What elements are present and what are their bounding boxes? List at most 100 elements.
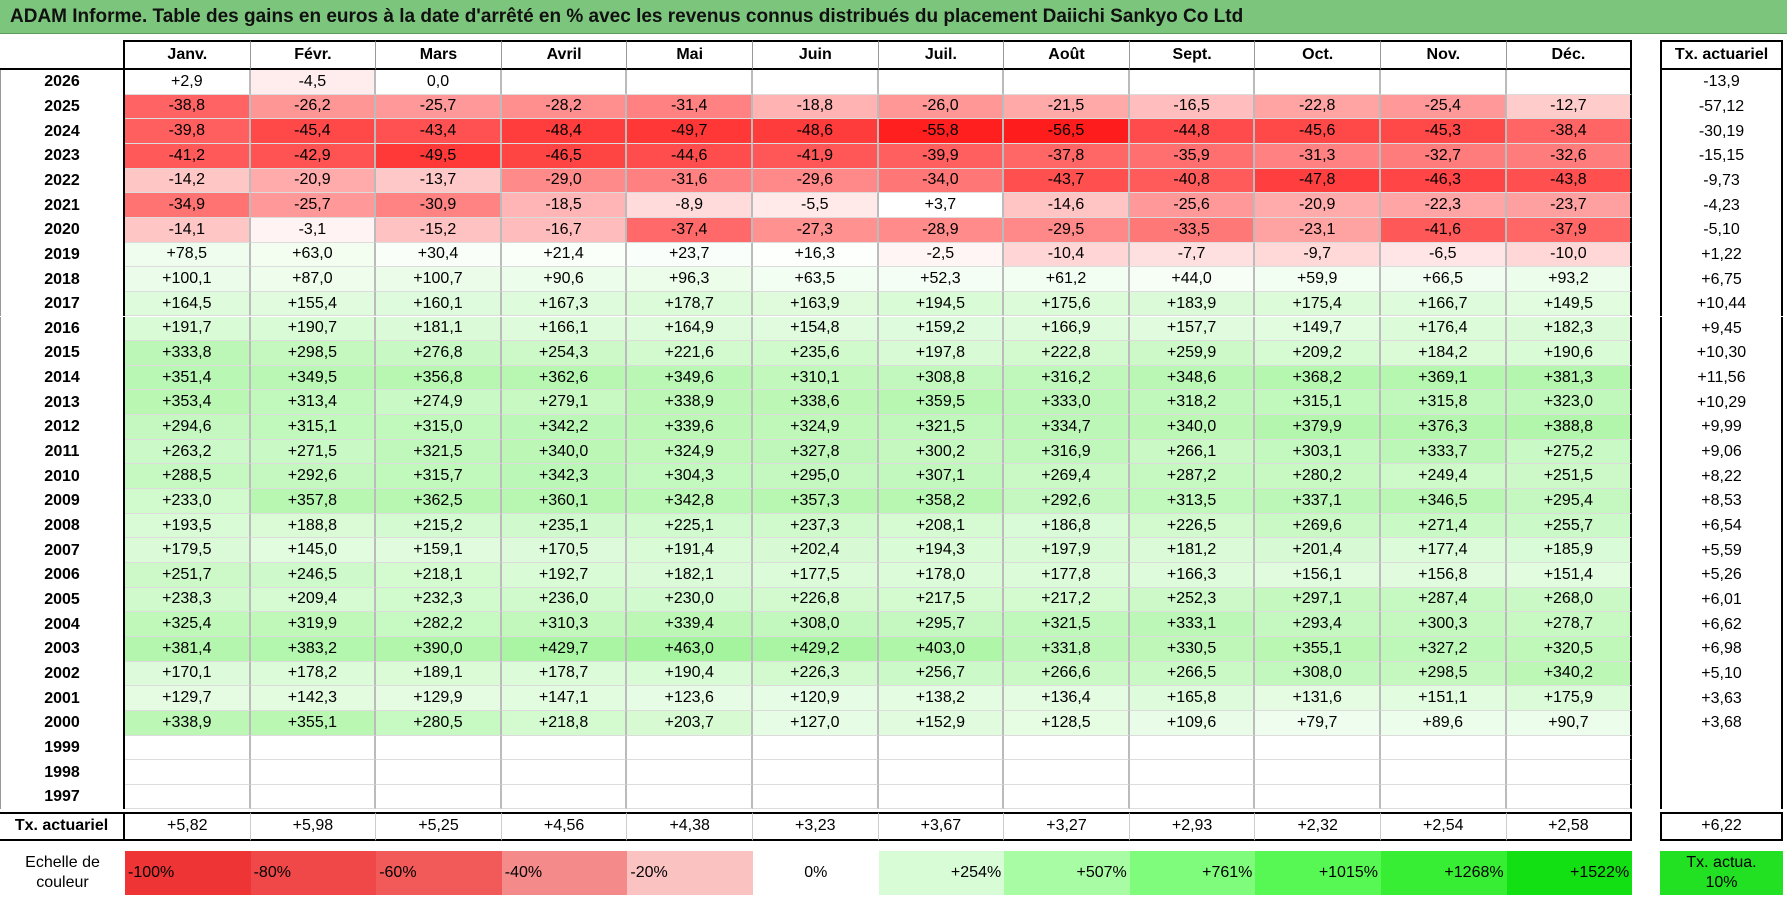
gain-cell: -13,7 <box>376 168 502 194</box>
gain-cell: +90,7 <box>1506 710 1633 736</box>
scale-step: +1268% <box>1381 850 1507 895</box>
gain-cell: +320,5 <box>1506 636 1633 662</box>
gain-cell: +333,0 <box>1004 390 1130 416</box>
gain-cell <box>1255 760 1381 785</box>
footer-cell: +3,23 <box>753 811 879 841</box>
gain-cell: -21,5 <box>1004 94 1130 120</box>
year-label: 2004 <box>0 612 125 637</box>
year-label: 2003 <box>0 636 125 662</box>
rate-cell: -57,12 <box>1660 94 1783 120</box>
gain-cell: +166,7 <box>1381 291 1507 317</box>
gain-cell: -16,5 <box>1129 94 1256 120</box>
gain-cell: +318,2 <box>1129 390 1256 416</box>
gain-cell <box>501 760 628 785</box>
footer-cell: +5,25 <box>376 811 502 841</box>
gain-cell <box>1129 784 1256 810</box>
gain-cell: +175,6 <box>1004 291 1130 317</box>
year-label: 2022 <box>0 168 125 194</box>
gain-cell: -45,6 <box>1255 119 1381 144</box>
gain-cell: +178,7 <box>627 291 753 317</box>
gain-cell: +269,4 <box>1004 464 1130 490</box>
scale-rate-label: Tx. actua. 10% <box>1660 850 1783 895</box>
gain-cell: +236,0 <box>501 587 628 613</box>
gain-cell: +190,7 <box>250 316 377 342</box>
gain-cell: -14,6 <box>1004 193 1130 218</box>
gain-cell: +177,8 <box>1004 563 1130 588</box>
gain-cell: +256,7 <box>878 661 1005 687</box>
gain-cell <box>878 784 1005 810</box>
gain-cell <box>376 760 502 785</box>
gain-cell: -31,4 <box>627 94 753 120</box>
gain-cell: -30,9 <box>376 193 502 218</box>
gain-cell: +218,8 <box>501 710 628 736</box>
gain-cell: +197,8 <box>878 341 1005 366</box>
rate-cell: +5,10 <box>1660 661 1783 687</box>
gain-cell: -48,4 <box>501 119 628 144</box>
gain-cell: +209,4 <box>250 587 377 613</box>
gain-cell: -4,5 <box>250 70 377 95</box>
gain-cell: -18,8 <box>753 94 879 120</box>
gain-cell: +362,6 <box>501 365 628 391</box>
gain-cell: +166,9 <box>1004 316 1130 342</box>
gain-cell: +182,1 <box>627 563 753 588</box>
gain-cell: +351,4 <box>125 365 251 391</box>
gain-cell: +230,0 <box>627 587 753 613</box>
gain-cell <box>627 735 753 761</box>
year-label: 1999 <box>0 735 125 761</box>
gain-cell: +355,1 <box>1255 636 1381 662</box>
gain-cell: +271,5 <box>250 439 377 465</box>
rate-cell: +8,22 <box>1660 464 1783 490</box>
rate-cell <box>1660 735 1783 761</box>
gain-cell: -23,1 <box>1255 217 1381 243</box>
rate-cell: +10,44 <box>1660 291 1783 317</box>
gain-cell: +381,4 <box>125 636 251 662</box>
year-label: 2006 <box>0 563 125 588</box>
gain-cell: +263,2 <box>125 439 251 465</box>
gain-cell: +353,4 <box>125 390 251 416</box>
gain-cell <box>1129 760 1256 785</box>
year-label: 2010 <box>0 464 125 490</box>
month-header: Déc. <box>1506 40 1633 70</box>
gain-cell: +232,3 <box>376 587 502 613</box>
year-label: 2001 <box>0 686 125 711</box>
year-label: 2000 <box>0 710 125 736</box>
gain-cell: +338,6 <box>753 390 879 416</box>
gain-cell: +179,5 <box>125 538 251 563</box>
gain-cell: +298,5 <box>250 341 377 366</box>
gain-cell: -32,7 <box>1381 143 1507 169</box>
gain-cell: +66,5 <box>1381 267 1507 292</box>
year-label: 1998 <box>0 760 125 785</box>
gain-cell: -45,4 <box>250 119 377 144</box>
gain-cell: +154,8 <box>753 316 879 342</box>
month-header: Oct. <box>1255 40 1381 70</box>
gain-cell: -20,9 <box>250 168 377 194</box>
gain-cell: +271,4 <box>1381 513 1507 539</box>
gain-cell <box>1506 784 1633 810</box>
gain-cell: +178,7 <box>501 661 628 687</box>
gain-cell <box>878 760 1005 785</box>
gain-cell: +315,7 <box>376 464 502 490</box>
gain-cell: +269,6 <box>1255 513 1381 539</box>
gain-cell <box>1381 784 1507 810</box>
gain-cell: +276,8 <box>376 341 502 366</box>
gain-cell: +357,8 <box>250 489 377 514</box>
gain-cell: +368,2 <box>1255 365 1381 391</box>
gain-cell: +181,1 <box>376 316 502 342</box>
gain-cell: +295,0 <box>753 464 879 490</box>
gain-cell: +166,1 <box>501 316 628 342</box>
gain-cell: -22,3 <box>1381 193 1507 218</box>
gain-cell <box>1129 735 1256 761</box>
gain-cell: +166,3 <box>1129 563 1256 588</box>
footer-cell: +2,93 <box>1129 811 1256 841</box>
gain-cell: +177,4 <box>1381 538 1507 563</box>
gain-cell: +63,0 <box>250 242 377 268</box>
gain-cell: +310,3 <box>501 612 628 637</box>
gain-cell: +288,5 <box>125 464 251 490</box>
footer-cell: +2,54 <box>1381 811 1507 841</box>
gain-cell: +339,4 <box>627 612 753 637</box>
gain-cell: +315,1 <box>250 415 377 440</box>
gain-cell: -33,5 <box>1129 217 1256 243</box>
gain-cell: -41,6 <box>1381 217 1507 243</box>
gain-cell <box>376 735 502 761</box>
gain-cell: +295,4 <box>1506 489 1633 514</box>
